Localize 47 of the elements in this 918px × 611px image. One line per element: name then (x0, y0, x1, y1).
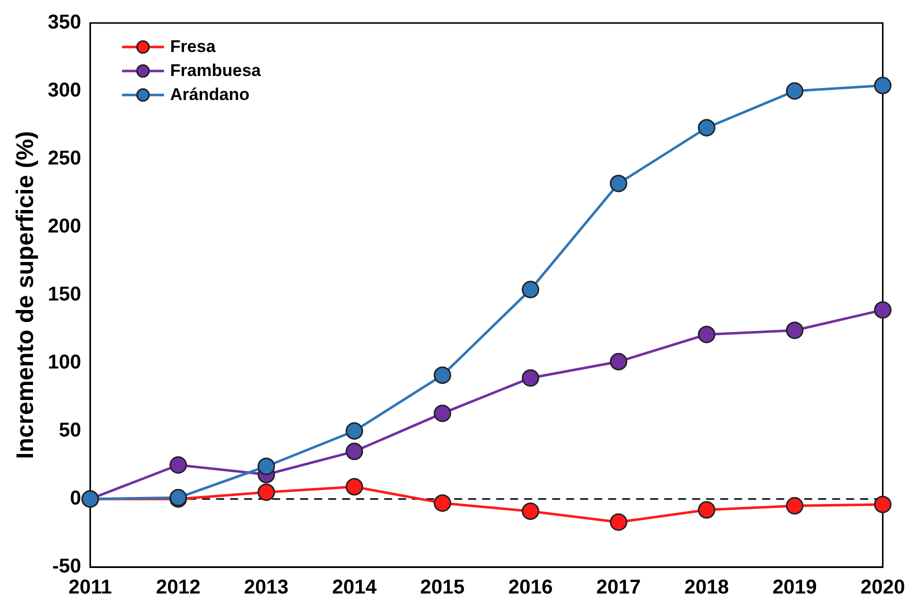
point (698, 326, 716, 344)
x-tick-label: 2015 (420, 576, 465, 599)
y-tick-label: -50 (52, 556, 82, 578)
point (698, 501, 716, 519)
point (786, 82, 804, 100)
x-tick-label: 2017 (596, 576, 641, 599)
x-tick-label: 2018 (684, 576, 729, 599)
point (258, 458, 276, 476)
x-tick-label: 2011 (68, 576, 112, 599)
point (522, 369, 540, 387)
x-tick-label: 2014 (332, 576, 378, 599)
point (610, 352, 628, 370)
x-tick-label: 2012 (156, 576, 200, 599)
point (434, 366, 452, 384)
point (434, 404, 452, 422)
y-tick-label: 150 (48, 284, 82, 306)
legend-label: Arándano (170, 85, 250, 105)
point (258, 483, 276, 501)
legend-label: Frambuesa (170, 61, 261, 81)
point (434, 494, 452, 512)
x-tick-label: 2013 (244, 576, 289, 599)
y-axis-title: Incremento de superficie (%) (12, 130, 40, 460)
x-tick-label: 2020 (860, 576, 906, 599)
y-tick-label: 200 (48, 216, 82, 238)
point (786, 497, 804, 515)
point (874, 496, 892, 514)
point (169, 456, 187, 474)
y-tick-label: 50 (58, 420, 82, 442)
y-tick-label: 0 (70, 488, 82, 510)
point (874, 301, 892, 319)
point (698, 118, 716, 136)
y-tick-label: 350 (48, 12, 82, 34)
point (874, 76, 892, 94)
x-tick-label: 2019 (772, 576, 817, 599)
point (522, 280, 540, 298)
y-tick-label: 300 (48, 80, 82, 102)
point (786, 322, 804, 340)
x-tick-label: 2016 (508, 576, 553, 599)
point (346, 422, 364, 440)
legend-label: Fresa (170, 37, 216, 57)
point (346, 442, 364, 460)
point (346, 478, 364, 496)
point (522, 502, 540, 520)
y-tick-label: 250 (48, 148, 82, 170)
point (610, 513, 628, 531)
y-tick-label: 100 (48, 352, 82, 374)
point (610, 174, 628, 192)
